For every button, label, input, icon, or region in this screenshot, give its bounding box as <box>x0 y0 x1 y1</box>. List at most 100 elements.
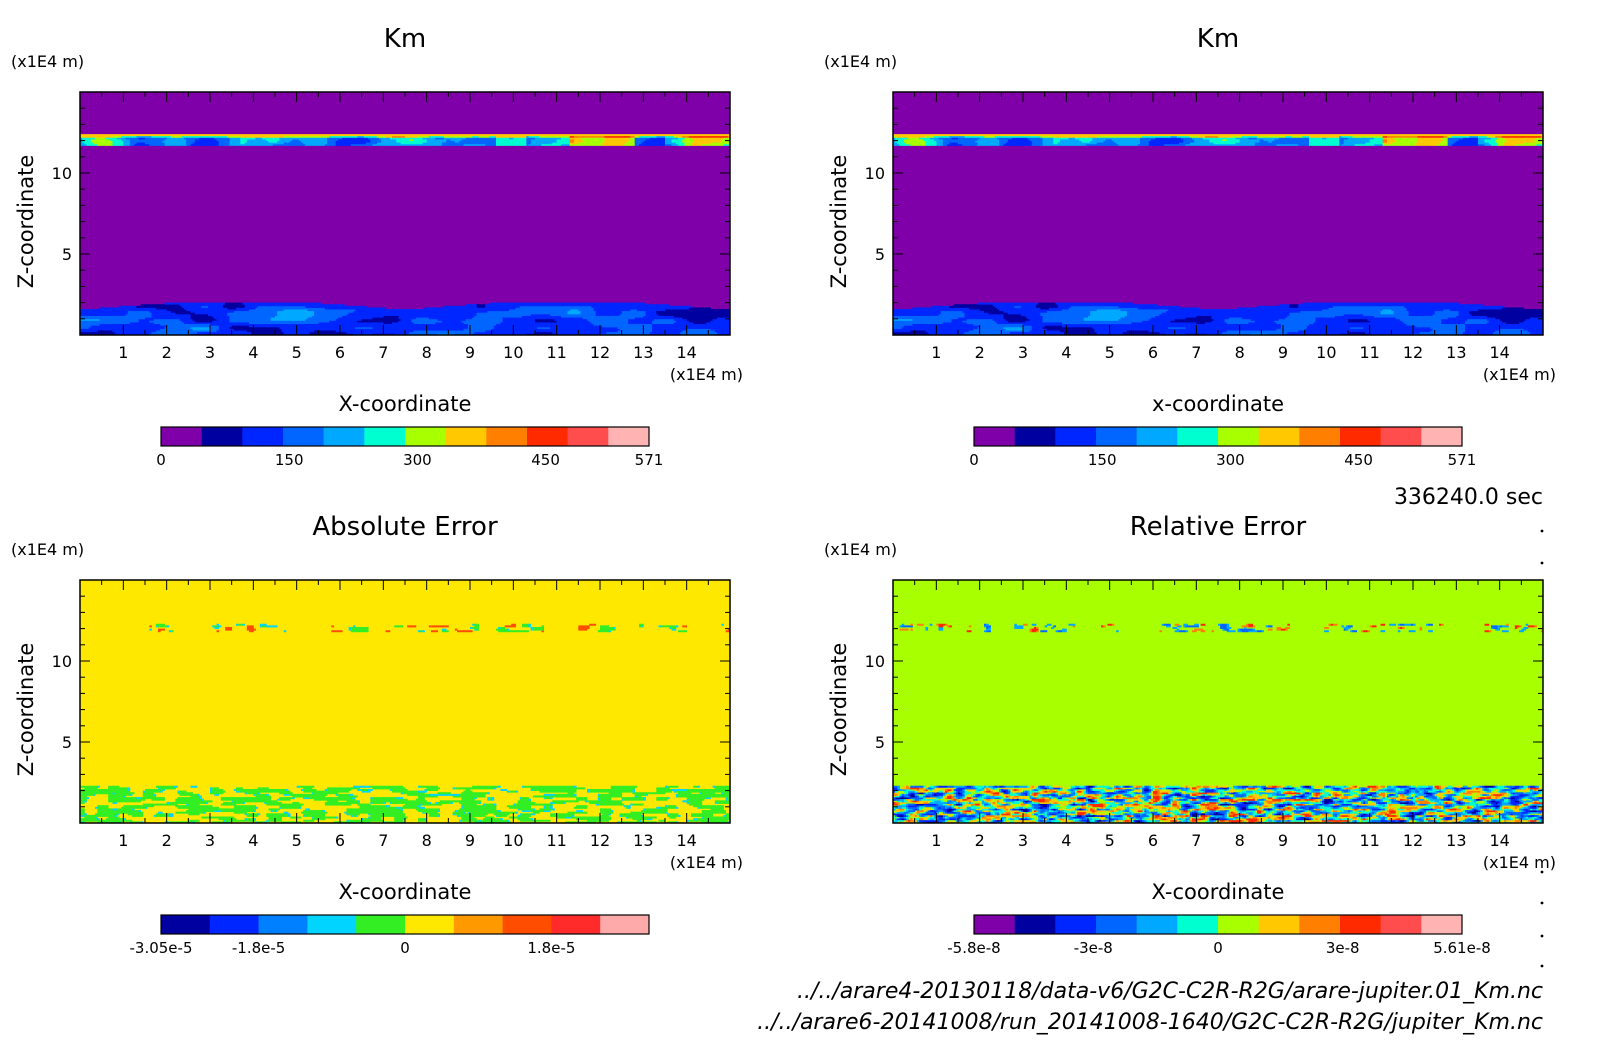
heatmap-cell <box>1101 814 1104 817</box>
heatmap-cell <box>1124 805 1139 808</box>
heatmap-cell <box>530 810 545 813</box>
heatmap-cell <box>667 814 679 817</box>
heatmap-cell <box>1361 810 1366 813</box>
heatmap-cell <box>1298 797 1301 800</box>
heatmap-cell <box>84 816 96 819</box>
heatmap-cell <box>979 137 998 140</box>
heatmap-cell <box>942 810 946 813</box>
heatmap-cell <box>945 792 948 795</box>
heatmap-cell <box>953 814 957 817</box>
heatmap-cell <box>1374 805 1384 808</box>
heatmap-cell <box>1371 798 1377 801</box>
heatmap-cell <box>461 797 475 800</box>
heatmap-cell <box>958 805 963 808</box>
heatmap-cell <box>1124 803 1130 806</box>
heatmap-cell <box>929 816 935 819</box>
heatmap-cell <box>1302 793 1306 796</box>
heatmap-cell <box>1031 818 1035 821</box>
layer-top-line <box>893 134 1543 137</box>
heatmap-cell <box>290 816 302 819</box>
heatmap-cell <box>190 795 200 798</box>
heatmap-cell <box>955 806 959 809</box>
heatmap-cell <box>454 628 458 631</box>
heatmap-cell <box>1124 315 1156 318</box>
heatmap-cell <box>1278 805 1284 808</box>
heatmap-cell <box>511 623 516 626</box>
heatmap-cell <box>981 793 985 796</box>
heatmap-cell <box>1174 793 1182 796</box>
y-axis-label: Z-coordinate <box>14 155 38 289</box>
heatmap-cell <box>641 142 666 145</box>
heatmap-cell <box>602 142 627 145</box>
heatmap-cell <box>136 305 183 308</box>
heatmap-cell <box>461 320 503 323</box>
heatmap-cell <box>1185 143 1256 146</box>
heatmap-cell <box>1042 142 1054 145</box>
heatmap-cell <box>1163 813 1167 816</box>
heatmap-cell <box>233 328 282 331</box>
heatmap-cell <box>1038 810 1041 813</box>
heatmap-cell <box>1070 811 1076 814</box>
heatmap-cell <box>179 304 224 307</box>
heatmap-cell <box>1400 811 1403 814</box>
heatmap-cell <box>1400 795 1403 798</box>
heatmap-cell <box>942 140 976 143</box>
heatmap-cell <box>1241 819 1245 822</box>
heatmap-cell <box>1248 803 1251 806</box>
heatmap-cell <box>1194 140 1210 143</box>
heatmap-cell <box>1131 816 1134 819</box>
heatmap-cell <box>1250 318 1280 321</box>
heatmap-cell <box>402 792 425 795</box>
heatmap-cell <box>1118 318 1150 321</box>
heatmap-cell <box>1389 816 1399 819</box>
heatmap-cell <box>407 793 430 796</box>
colorbar: -3.05e-5 -1.8e-5 0 1.8e-5 <box>130 914 650 957</box>
heatmap-cell <box>1111 816 1115 819</box>
heatmap-cell <box>1122 813 1126 816</box>
heatmap-cell <box>1105 801 1115 804</box>
heatmap-cell <box>1014 792 1017 795</box>
heatmap-cell <box>1317 806 1321 809</box>
heatmap-cell <box>1356 793 1360 796</box>
heatmap-cell <box>231 325 250 328</box>
heatmap-cell <box>1506 140 1535 143</box>
heatmap-cell <box>727 628 731 631</box>
heatmap-cell <box>1343 313 1364 316</box>
heatmap-cell <box>1491 135 1496 138</box>
heatmap-cell <box>1523 816 1527 819</box>
heatmap-cell <box>1005 795 1009 798</box>
heatmap-cell <box>628 816 657 819</box>
heatmap-cell <box>595 313 620 316</box>
heatmap-cell <box>270 317 308 320</box>
heatmap-cell <box>530 628 534 631</box>
heatmap-cell <box>947 790 950 793</box>
heatmap-cell <box>688 798 705 801</box>
heatmap-cell <box>1148 330 1228 333</box>
heatmap-cell <box>1484 140 1496 143</box>
heatmap-cell <box>1081 819 1089 822</box>
heatmap-cell <box>1304 810 1308 813</box>
heatmap-cell <box>1157 813 1160 816</box>
x-tick-label: 7 <box>378 831 388 850</box>
heatmap-cell <box>1530 801 1533 804</box>
heatmap-cell <box>1140 797 1143 800</box>
heatmap-cell <box>1226 330 1299 333</box>
heatmap-cell <box>218 326 230 329</box>
heatmap-cell <box>647 818 653 821</box>
heatmap-cell <box>357 320 399 323</box>
heatmap-cell <box>925 140 937 143</box>
heatmap-cell <box>714 330 731 333</box>
heatmap-cell <box>1478 797 1481 800</box>
heatmap-cell <box>1018 806 1024 809</box>
heatmap-cell <box>582 140 605 143</box>
heatmap-cell <box>1218 810 1221 813</box>
heatmap-cell <box>327 142 337 145</box>
heatmap-cell <box>1298 143 1310 146</box>
heatmap-cell <box>136 142 146 145</box>
heatmap-cell <box>1434 800 1440 803</box>
heatmap-cell <box>1434 310 1459 313</box>
heatmap-cell <box>1075 813 1078 816</box>
heatmap-cell <box>1118 797 1124 800</box>
heatmap-cell <box>1430 814 1433 817</box>
heatmap-cell <box>1311 811 1314 814</box>
